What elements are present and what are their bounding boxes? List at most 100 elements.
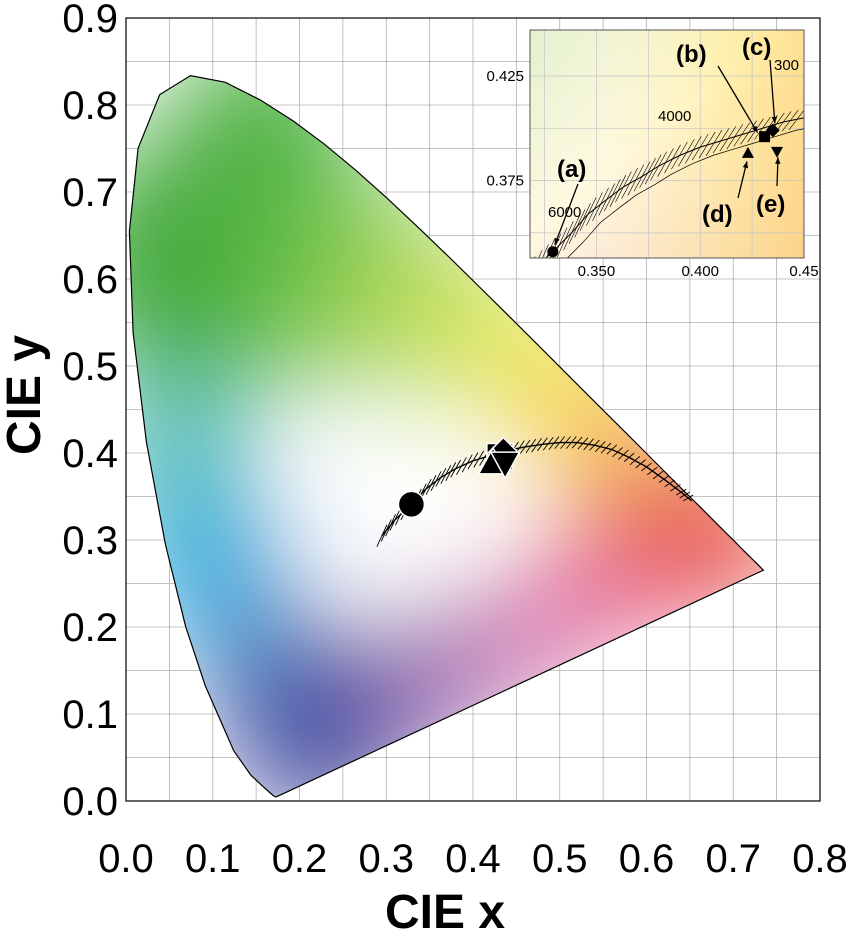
- isotemperature-line: [376, 524, 388, 547]
- isotemperature-line: [618, 449, 629, 460]
- isotemperature-line: [385, 514, 396, 537]
- x-tick-label: 0.1: [185, 837, 241, 881]
- inset-arrow: [717, 65, 759, 134]
- x-tick-label: 0.2: [272, 837, 328, 881]
- inset-isotemperature-line: [657, 148, 674, 177]
- inset-planckian-line: [545, 117, 804, 258]
- inset-grid-lines: [530, 30, 804, 258]
- inset-point-label: (e): [756, 191, 785, 218]
- isotemperature-line: [440, 465, 452, 484]
- cct-label: 6000: [548, 204, 581, 221]
- isotemperature-line: [612, 447, 623, 458]
- inset-point-label: (a): [557, 156, 586, 183]
- isotemperature-line: [548, 436, 560, 450]
- inset-isotemperature-line: [712, 128, 730, 154]
- y-tick-label: 0.7: [62, 171, 118, 215]
- inset-isotemperature-line: [719, 126, 737, 152]
- inset-isotemperature-line: [542, 244, 549, 258]
- isotemperature-line: [560, 436, 571, 449]
- isotemperature-line: [600, 442, 612, 454]
- inset-isotemperature-line: [598, 183, 616, 216]
- y-tick-label: 0.4: [62, 432, 118, 476]
- x-tick-label: 0.4: [445, 837, 501, 881]
- isotemperature-line: [461, 454, 473, 473]
- inset-arrowhead: [554, 237, 560, 245]
- inset-isotemperature-line: [678, 138, 695, 167]
- inset-isotemperature-line: [639, 157, 656, 188]
- inset-arrowhead: [751, 125, 758, 133]
- isotemperature-line: [679, 491, 690, 499]
- inset-arrow: [769, 59, 776, 124]
- inset-label-arrows: [554, 59, 781, 245]
- inset-isotemperature-line: [698, 131, 716, 159]
- inset-isotemperature-line: [633, 161, 651, 192]
- isotemperature-line: [594, 441, 606, 453]
- inset-x-tick-label: 0.400: [681, 263, 719, 280]
- marker-d: [741, 146, 755, 158]
- inset-point-label: (b): [676, 41, 707, 68]
- isotemperature-line: [606, 444, 618, 455]
- x-tick-label: 0.7: [705, 837, 761, 881]
- isotemperature-line: [583, 438, 595, 451]
- inset-isotemperature-line: [615, 171, 632, 203]
- inset-isotemperature-line: [733, 122, 750, 147]
- isotemperature-line: [525, 438, 537, 454]
- inset-isotemperature-line: [592, 187, 609, 222]
- inset-isotemperature-line: [788, 109, 804, 131]
- isotemperature-line: [589, 439, 600, 451]
- isotemperature-line: [450, 459, 462, 478]
- marker-a: [547, 246, 559, 258]
- isotemperature-line: [389, 509, 401, 531]
- y-tick-label: 0.0: [62, 780, 118, 824]
- cct-label: 4000: [658, 108, 691, 125]
- inset-frame: [529, 29, 805, 259]
- marker-e: [489, 451, 521, 480]
- inset-isotemperature-line: [534, 256, 536, 258]
- isotemperature-line: [467, 452, 479, 470]
- inset-isotemperature-line: [568, 209, 586, 244]
- plot-frame: [125, 17, 821, 802]
- isotemperature-line: [435, 467, 447, 487]
- y-tick-label: 0.3: [62, 519, 118, 563]
- inset-cct-labels: 6000 4000 300: [548, 57, 799, 221]
- y-tick-label: 0.9: [62, 0, 118, 41]
- inset-isotemperature-line: [538, 249, 543, 258]
- inset-y-tick-label: 0.425: [486, 68, 524, 85]
- y-tick-label: 0.2: [62, 606, 118, 650]
- inset-zoom-plot: 0.350 0.400 0.45 0.375 0.425 6000 4000 300 (a…: [486, 29, 819, 308]
- isotemperature-line: [629, 455, 641, 466]
- marker-e: [770, 146, 784, 158]
- isotemperature-line: [456, 457, 467, 476]
- inset-x-tick-labels: 0.350 0.400 0.45: [578, 263, 819, 280]
- inset-isotemperature-line: [705, 129, 723, 157]
- inset-isotemperature-line: [691, 133, 709, 161]
- isotemperature-line: [565, 436, 577, 449]
- inset-isotemperature-line: [627, 164, 645, 196]
- inset-x-tick-label: 0.45: [789, 263, 818, 280]
- y-axis-title: CIE y: [0, 335, 51, 455]
- inset-isotemperature-line: [644, 154, 662, 185]
- x-tick-label: 0.5: [532, 837, 588, 881]
- isotemperature-line: [554, 436, 566, 449]
- marker-b: [759, 131, 771, 143]
- isotemperature-line: [641, 462, 652, 472]
- inset-isotemperature-line: [726, 124, 744, 150]
- inset-arrowhead: [775, 157, 781, 164]
- inset-isotemperature-line: [650, 151, 667, 181]
- inset-isotemperature-line: [671, 141, 688, 170]
- inset-isotemperature-line: [505, 270, 521, 308]
- x-tick-label: 0.0: [98, 837, 154, 881]
- isotemperature-line: [519, 439, 531, 455]
- inset-isotemperature-line: [740, 120, 757, 145]
- isotemperature-line: [571, 436, 583, 449]
- isotemperature-line: [682, 494, 694, 502]
- isotemperature-line: [664, 479, 675, 488]
- inset-point-label: (c): [742, 34, 771, 61]
- isotemperature-line: [652, 470, 664, 480]
- isotemperature-line: [542, 436, 554, 451]
- inset-arrow: [554, 183, 579, 245]
- inset-isotemperature-line: [664, 144, 681, 174]
- isotemperature-line: [647, 466, 658, 476]
- inset-isotemperature-line: [609, 174, 627, 208]
